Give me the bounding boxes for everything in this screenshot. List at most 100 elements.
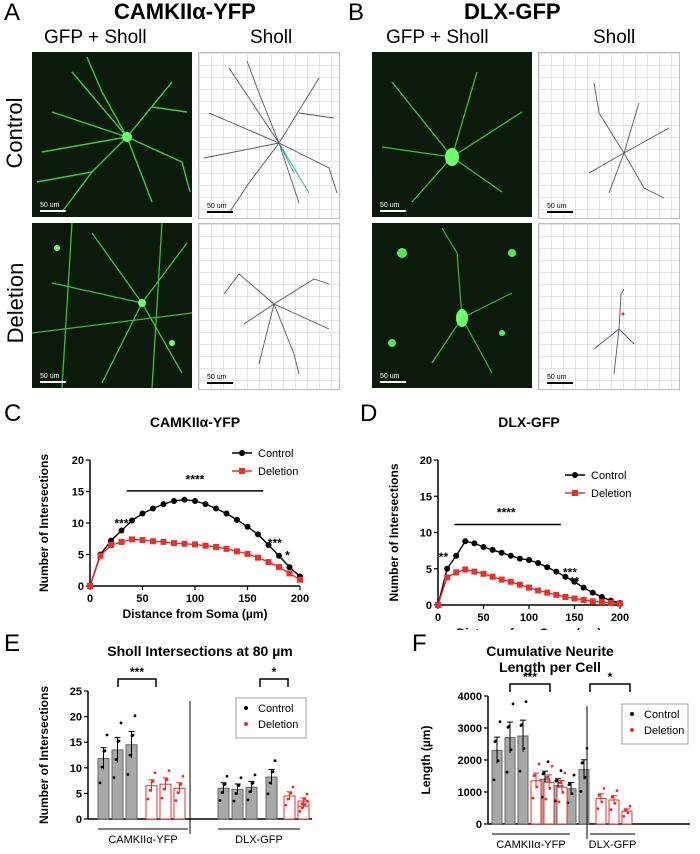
chart-title: Sholl Intersections at 80 µm (107, 643, 292, 659)
data-point-deletion (171, 540, 177, 547)
data-point-deletion (553, 591, 560, 598)
data-point-deletion (108, 542, 114, 549)
data-point-control (544, 564, 551, 571)
scatter-point (518, 769, 522, 773)
chart-e-sholl-80um: Sholl Intersections at 80 µm 0 5 10 15 20 25 Nu… (37, 643, 312, 846)
scatter-point (583, 775, 587, 779)
data-point-control (553, 568, 560, 575)
scatter-point (511, 702, 515, 706)
scatter-point (130, 734, 134, 738)
legend-marker (630, 712, 634, 716)
y-tick-label: 0 (426, 600, 432, 612)
legend-label: Deletion (258, 719, 298, 731)
micrograph-camk-deletion-gfp: 50 um (32, 223, 192, 388)
panel-b-col1-label: GFP + Sholl (386, 27, 489, 48)
scatter-point (220, 791, 224, 794)
legend-box (235, 697, 307, 739)
significance-bracket (117, 678, 157, 687)
scale-bar: 50 um (207, 203, 233, 213)
data-point-deletion (607, 599, 614, 606)
scatter-point (628, 804, 632, 808)
scatter-point (133, 714, 137, 718)
scatter-point (558, 781, 562, 785)
data-point-deletion (139, 537, 146, 544)
scatter-point (580, 761, 584, 765)
data-point-control (118, 527, 125, 534)
y-axis-label: Number of Intersections (37, 686, 51, 824)
data-point-control (223, 510, 230, 517)
data-point-control (286, 564, 293, 571)
x-tick-label: 100 (520, 612, 538, 624)
data-point-deletion (286, 570, 293, 577)
scatter-point (493, 740, 497, 743)
data-point-control (234, 516, 240, 523)
sholl-trace-dlx-deletion: 50 um (538, 223, 680, 390)
data-point-control (265, 542, 272, 549)
scatter-point (146, 797, 150, 801)
data-point-deletion (617, 600, 623, 607)
significance-annotation: * (285, 549, 290, 563)
neuron-image (381, 71, 523, 203)
x-tick-label: 200 (611, 612, 629, 624)
scatter-point (178, 783, 182, 786)
scatter-point (509, 748, 513, 752)
neuron-image (388, 227, 516, 374)
data-point-control (480, 544, 487, 550)
significance-annotation: **** (497, 506, 516, 520)
data-point-deletion (213, 543, 219, 550)
y-tick-label: 4000 (458, 691, 482, 703)
significance-annotation: * (272, 665, 277, 679)
scatter-point (544, 797, 548, 801)
scatter-point (561, 790, 565, 794)
legend-box (621, 703, 689, 745)
sholl-trace (223, 273, 330, 375)
x-tick-label: 200 (291, 593, 309, 605)
scatter-point (246, 798, 250, 802)
data-point-deletion (150, 538, 156, 545)
data-point-deletion (489, 573, 496, 580)
significance-annotation: *** (268, 536, 282, 550)
sholl-trace (588, 82, 670, 199)
scatter-point (105, 733, 109, 737)
scatter-point (519, 724, 523, 727)
y-tick-label: 0 (476, 819, 482, 831)
scatter-point (102, 749, 106, 753)
x-tick-label: 0 (435, 612, 441, 624)
scatter-point (302, 803, 306, 807)
data-point-control (244, 523, 251, 530)
scatter-point (288, 791, 292, 795)
legend-label: Deletion (644, 725, 684, 737)
chart-title: DLX-GFP (498, 414, 559, 430)
data-point-control (526, 557, 532, 564)
x-axis-label: Distance from Soma (µm) (123, 607, 268, 621)
scatter-point (160, 796, 164, 800)
scatter-point (570, 792, 574, 796)
y-axis-label: Length (µm) (419, 726, 433, 795)
data-point-control (571, 578, 578, 585)
neuron-image (32, 223, 192, 388)
y-tick-label: 20 (70, 712, 82, 724)
y-tick-label: 5 (78, 550, 84, 562)
scatter-point (150, 780, 154, 784)
data-point-deletion (526, 584, 532, 591)
panel-letter-f: F (412, 630, 427, 657)
significance-annotation: *** (563, 566, 577, 580)
scatter-point (548, 786, 552, 790)
significance-annotation: *** (523, 670, 537, 684)
legend-label: Deletion (591, 488, 631, 500)
data-point-control (580, 584, 587, 591)
legend-marker (239, 450, 245, 456)
data-point-control (202, 501, 209, 508)
scatter-point (559, 769, 563, 773)
data-point-deletion (462, 566, 469, 573)
data-point-deletion (480, 570, 487, 577)
x-tick-label: 150 (565, 612, 583, 624)
scatter-point (248, 790, 252, 794)
scatter-point (298, 809, 302, 813)
data-point-deletion (87, 583, 93, 589)
chart-title: Cumulative Neurite (486, 643, 614, 659)
scatter-point (537, 762, 541, 766)
data-point-deletion (129, 536, 135, 543)
scatter-point (270, 770, 274, 774)
